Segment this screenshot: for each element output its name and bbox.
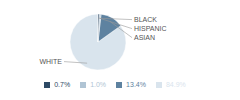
html-text:13.4%: 13.4% — [126, 81, 146, 88]
html-text:0.7%: 0.7% — [54, 81, 71, 88]
svg-text:ASIAN: ASIAN — [134, 34, 155, 41]
svg-text:HISPANIC: HISPANIC — [134, 25, 167, 32]
svg-text:WHITE: WHITE — [39, 58, 62, 65]
html-text:1.0%: 1.0% — [90, 81, 107, 88]
svg-text:BLACK: BLACK — [134, 16, 157, 23]
html-text:84.9%: 84.9% — [166, 81, 186, 88]
